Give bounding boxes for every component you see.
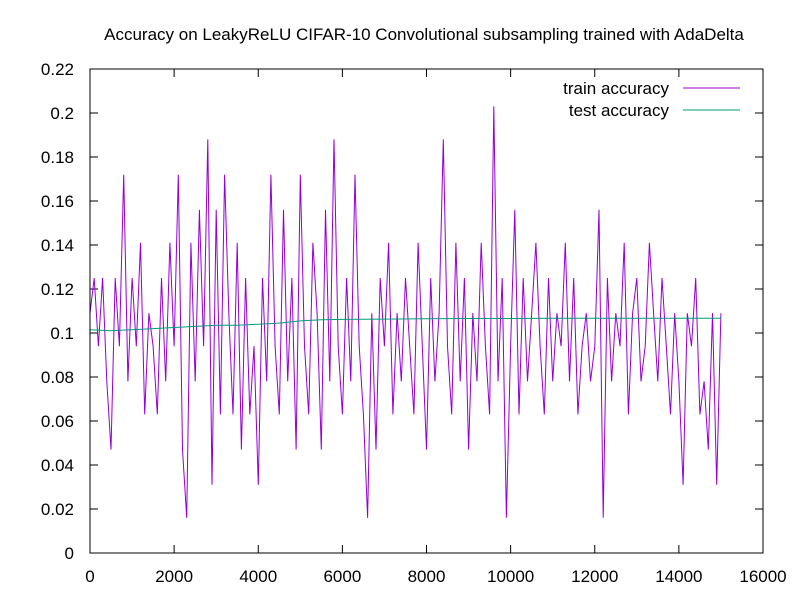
y-tick-label: 0.12 (41, 280, 74, 299)
x-tick-label: 6000 (323, 567, 361, 586)
plot-lines (89, 106, 722, 518)
x-tick-label: 4000 (239, 567, 277, 586)
y-tick-label: 0.2 (50, 104, 74, 123)
y-tick-label: 0.22 (41, 60, 74, 79)
legend-label: train accuracy (563, 79, 669, 98)
y-axis: 0 0.02 0.04 0.06 0.08 0.1 0.12 0.14 0.16 0.18 0.2 0… (41, 60, 763, 563)
y-tick-label: 0.02 (41, 500, 74, 519)
x-axis: 0 2000 4000 6000 8000 10000 12000 14000 16000 (85, 69, 787, 586)
x-tick-label: 12000 (571, 567, 618, 586)
y-tick-label: 0.06 (41, 412, 74, 431)
y-tick-label: 0.16 (41, 192, 74, 211)
legend: train accuracy test accuracy (563, 79, 740, 120)
y-tick-label: 0.1 (50, 324, 74, 343)
y-tick-label: 0 (65, 544, 74, 563)
x-tick-label: 2000 (155, 567, 193, 586)
x-tick-label: 0 (85, 567, 94, 586)
series-test-accuracy-line (89, 317, 721, 332)
x-tick-label: 10000 (487, 567, 534, 586)
legend-label: test accuracy (569, 101, 670, 120)
series-train-accuracy-line (89, 106, 722, 518)
chart-title: Accuracy on LeakyReLU CIFAR-10 Convoluti… (104, 25, 744, 44)
y-tick-label: 0.18 (41, 148, 74, 167)
y-tick-label: 0.08 (41, 368, 74, 387)
x-tick-label: 14000 (655, 567, 702, 586)
x-tick-label: 16000 (739, 567, 786, 586)
y-tick-label: 0.04 (41, 456, 74, 475)
y-tick-label: 0.14 (41, 236, 74, 255)
x-tick-label: 8000 (408, 567, 446, 586)
plot-frame (89, 68, 764, 554)
